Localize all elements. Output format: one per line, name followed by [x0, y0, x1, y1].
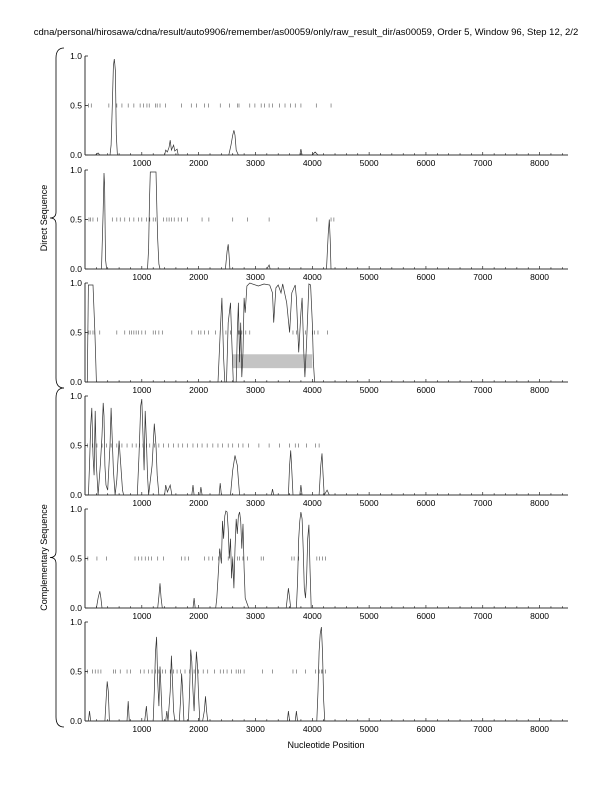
- x-tick-label: 2000: [189, 611, 208, 621]
- panel-3: 0.0 0.5 1.0 1000 2000 3000 4000 5000 6000 7000 800…: [70, 278, 568, 395]
- x-tick-label: 7000: [473, 611, 492, 621]
- figure-title: cdna/personal/hirosawa/cdna/result/auto9…: [34, 27, 578, 38]
- panel-1: 0.0 0.5 1.0 1000 2000 3000 4000 5000 6000 7000 800…: [70, 51, 568, 168]
- x-tick-label: 2000: [189, 158, 208, 168]
- x-tick-label: 8000: [530, 385, 549, 395]
- series-line: [85, 398, 568, 497]
- x-tick-label: 5000: [360, 272, 379, 282]
- x-tick-label: 3000: [246, 611, 265, 621]
- group-brace: [49, 47, 65, 389]
- y-tick-label: 0.5: [70, 328, 82, 338]
- x-tick-label: 1000: [132, 272, 151, 282]
- y-tick-label: 0.0: [70, 490, 82, 500]
- x-tick-label: 8000: [530, 611, 549, 621]
- x-tick-label: 3000: [246, 385, 265, 395]
- y-tick-label: 0.0: [70, 150, 82, 160]
- x-tick-label: 6000: [416, 498, 435, 508]
- x-tick-label: 2000: [189, 498, 208, 508]
- panel-6: 0.0 0.5 1.0 1000 2000 3000 4000 5000 6000 7000 800…: [70, 617, 568, 734]
- x-tick-label: 7000: [473, 385, 492, 395]
- series-line: [85, 171, 568, 270]
- x-tick-label: 7000: [473, 158, 492, 168]
- panel-4: 0.0 0.5 1.0 1000 2000 3000 4000 5000 6000 7000 800…: [70, 391, 568, 508]
- y-tick-label: 1.0: [70, 504, 82, 514]
- x-tick-label: 3000: [246, 724, 265, 734]
- y-tick-label: 1.0: [70, 391, 82, 401]
- x-tick-label: 8000: [530, 498, 549, 508]
- panel-2: 0.0 0.5 1.0 1000 2000 3000 4000 5000 6000 7000 800…: [70, 165, 568, 282]
- y-tick-label: 1.0: [70, 278, 82, 288]
- x-tick-label: 5000: [360, 385, 379, 395]
- y-tick-label: 0.5: [70, 215, 82, 225]
- x-tick-label: 2000: [189, 385, 208, 395]
- series-line: [85, 510, 568, 609]
- x-tick-label: 5000: [360, 158, 379, 168]
- x-tick-label: 4000: [303, 158, 322, 168]
- x-tick-label: 7000: [473, 272, 492, 282]
- x-tick-label: 5000: [360, 611, 379, 621]
- y-tick-label: 1.0: [70, 51, 82, 61]
- group-brace: [49, 387, 65, 728]
- y-tick-label: 1.0: [70, 165, 82, 175]
- y-tick-label: 0.5: [70, 667, 82, 677]
- y-tick-label: 0.0: [70, 603, 82, 613]
- y-tick-label: 0.0: [70, 716, 82, 726]
- x-tick-label: 3000: [246, 272, 265, 282]
- x-tick-label: 8000: [530, 158, 549, 168]
- x-tick-label: 3000: [246, 158, 265, 168]
- x-tick-label: 6000: [416, 272, 435, 282]
- x-tick-label: 8000: [530, 724, 549, 734]
- x-tick-label: 5000: [360, 498, 379, 508]
- series-line: [85, 282, 568, 383]
- y-tick-label: 0.0: [70, 264, 82, 274]
- x-tick-label: 1000: [132, 724, 151, 734]
- panels: 0.0 0.5 1.0 1000 2000 3000 4000 5000 6000 7000 800…: [70, 51, 568, 734]
- y-tick-label: 0.5: [70, 101, 82, 111]
- x-tick-label: 2000: [189, 724, 208, 734]
- x-tick-label: 1000: [132, 158, 151, 168]
- group-label: Direct Sequence: [39, 185, 49, 252]
- series-line: [85, 626, 568, 722]
- x-axis-label: Nucleotide Position: [287, 740, 364, 750]
- x-tick-label: 4000: [303, 272, 322, 282]
- x-tick-label: 3000: [246, 498, 265, 508]
- highlight-region: [232, 354, 313, 369]
- x-tick-label: 4000: [303, 611, 322, 621]
- panel-5: 0.0 0.5 1.0 1000 2000 3000 4000 5000 6000 7000 800…: [70, 504, 568, 621]
- group-label: Complementary Sequence: [39, 504, 49, 611]
- group-brackets: Direct Sequence Complementary Sequence: [39, 47, 65, 728]
- x-tick-label: 1000: [132, 498, 151, 508]
- x-tick-label: 6000: [416, 724, 435, 734]
- x-tick-label: 4000: [303, 724, 322, 734]
- x-tick-label: 6000: [416, 385, 435, 395]
- x-tick-label: 1000: [132, 385, 151, 395]
- x-tick-label: 5000: [360, 724, 379, 734]
- x-tick-label: 6000: [416, 611, 435, 621]
- x-tick-label: 7000: [473, 724, 492, 734]
- y-tick-label: 1.0: [70, 617, 82, 627]
- x-tick-label: 1000: [132, 611, 151, 621]
- y-tick-label: 0.0: [70, 377, 82, 387]
- series-line: [85, 58, 568, 156]
- x-tick-label: 7000: [473, 498, 492, 508]
- x-tick-label: 8000: [530, 272, 549, 282]
- x-tick-label: 4000: [303, 498, 322, 508]
- y-tick-label: 0.5: [70, 554, 82, 564]
- x-tick-label: 2000: [189, 272, 208, 282]
- y-tick-label: 0.5: [70, 441, 82, 451]
- x-tick-label: 6000: [416, 158, 435, 168]
- x-tick-label: 4000: [303, 385, 322, 395]
